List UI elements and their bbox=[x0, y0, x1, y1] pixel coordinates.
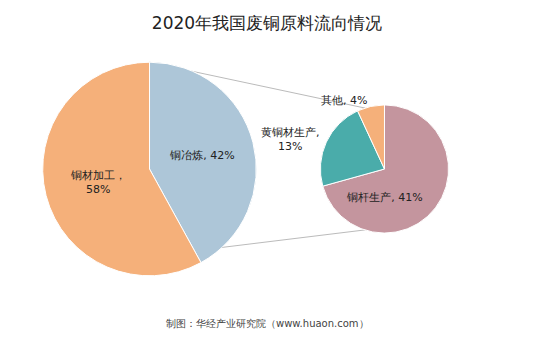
svg-text:铜冶炼, 42%: 铜冶炼, 42% bbox=[169, 149, 234, 162]
svg-text:铜杆生产, 41%: 铜杆生产, 41% bbox=[346, 191, 422, 204]
svg-text:制图：华经产业研究院（www.huaon.com）: 制图：华经产业研究院（www.huaon.com） bbox=[166, 318, 369, 329]
svg-text:其他, 4%: 其他, 4% bbox=[321, 94, 367, 107]
svg-text:黄铜材生产,13%: 黄铜材生产,13% bbox=[261, 126, 320, 153]
svg-text:2020年我国废铜原料流向情况: 2020年我国废铜原料流向情况 bbox=[152, 13, 382, 33]
svg-text:铜材加工，58%: 铜材加工，58% bbox=[70, 169, 126, 196]
